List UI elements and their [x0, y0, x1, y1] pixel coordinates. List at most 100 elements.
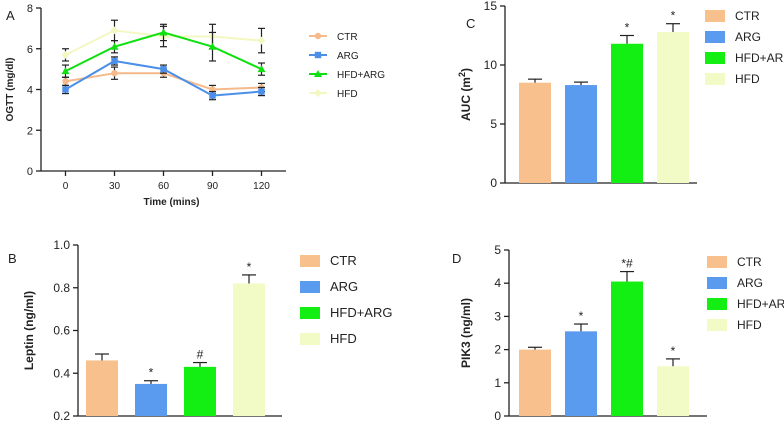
legend-label: ARG [330, 279, 358, 294]
data-point [62, 78, 69, 85]
x-tick-label: 30 [109, 181, 121, 192]
legend-swatch-hfd-arg [300, 307, 320, 319]
significance-label: # [197, 348, 204, 362]
legend-label: CTR [330, 253, 357, 268]
y-axis-title: Leptin (ng/ml) [22, 291, 36, 370]
bar-ctr [519, 349, 551, 416]
panel-c-auc-bar-chart: C 0 5 10 15 AUC (m2) * * CTR ARG HFD+ARG HFD [457, 0, 784, 190]
significance-label: * [247, 260, 252, 274]
legend-label: ARG [737, 276, 763, 290]
legend-label: HFD [330, 331, 357, 346]
y-tick-label: 3 [494, 309, 501, 323]
legend-swatch-arg [705, 31, 725, 43]
legend-label: HFD+ARG [735, 51, 784, 65]
legend-swatch-hfd [705, 73, 725, 85]
legend-label: HFD+ARG [337, 70, 385, 81]
data-point [209, 92, 216, 99]
bar-hfd-arg [611, 43, 643, 184]
significance-label: *# [621, 257, 633, 271]
y-tick-label: 0.4 [53, 366, 70, 380]
data-point [110, 26, 119, 35]
legend-swatch-ctr [300, 255, 320, 267]
legend-swatch-ctr [705, 10, 725, 22]
legend-swatch-arg [300, 281, 320, 293]
panel-label: C [466, 16, 475, 31]
legend-marker-ctr [314, 32, 322, 40]
y-tick-label: 0 [490, 176, 497, 190]
y-tick-label: 10 [484, 58, 498, 72]
y-tick-label: 0.2 [53, 409, 70, 421]
legend-swatch-hfd [300, 333, 320, 345]
y-tick-label: 0.6 [53, 324, 70, 338]
bar-ctr [519, 82, 551, 183]
y-axis-title: AUC (m2) [457, 68, 473, 121]
data-point [111, 70, 118, 77]
bar-hfd-arg [184, 366, 216, 416]
y-tick-label: 4 [27, 85, 33, 97]
y-tick-label: 2 [27, 125, 33, 137]
legend-label: HFD [735, 72, 760, 86]
legend-label: CTR [735, 9, 760, 23]
y-tick-label: 6 [27, 44, 33, 56]
series-arg [62, 56, 265, 101]
legend-panel-d: CTR ARG HFD+ARG HFD [707, 255, 784, 332]
bar-hfd [233, 283, 265, 416]
legend-panel-a: CTR ARG HFD+ARG HFD [309, 32, 385, 100]
legend-panel-b: CTR ARG HFD+ARG HFD [300, 253, 392, 346]
panel-label: D [452, 251, 461, 266]
legend-swatch-hfd [707, 319, 727, 331]
data-point [257, 65, 266, 73]
legend-label: HFD [737, 318, 762, 332]
x-tick-label: 120 [253, 181, 270, 192]
legend-marker-hfd [314, 89, 322, 97]
y-tick-label: 8 [27, 3, 33, 15]
bar-arg [135, 383, 167, 416]
legend-label: HFD+ARG [737, 297, 784, 311]
data-point [160, 65, 167, 73]
y-axis-title: PIK3 (ng/ml) [459, 298, 473, 368]
bar-arg [565, 331, 597, 416]
significance-label: * [671, 9, 676, 23]
legend-label: ARG [337, 51, 359, 62]
x-tick-label: 90 [207, 181, 219, 192]
legend-label: CTR [737, 255, 762, 269]
data-point [62, 86, 69, 93]
legend-swatch-arg [707, 277, 727, 289]
panel-label: A [6, 8, 15, 23]
significance-label: * [625, 21, 630, 35]
panel-d-pik3-bar-chart: D 0 1 2 3 4 5 PIK3 (ng/ml) * *# * CTR ARG HFD+ARG HFD [452, 243, 784, 421]
data-point [61, 67, 70, 75]
x-tick-label: 60 [158, 181, 170, 192]
data-point [257, 36, 266, 45]
significance-label: * [149, 366, 154, 380]
y-tick-label: 1 [494, 376, 501, 390]
y-tick-label: 1.0 [53, 238, 70, 252]
legend-swatch-hfd-arg [705, 52, 725, 64]
y-tick-label: 4 [494, 276, 501, 290]
y-tick-label: 2 [494, 343, 501, 357]
bar-hfd-arg [611, 281, 643, 416]
legend-label: CTR [337, 32, 358, 43]
y-tick-label: 5 [490, 117, 497, 131]
data-point [110, 42, 119, 50]
legend-label: HFD+ARG [330, 305, 392, 320]
data-point [208, 42, 217, 50]
panel-label: B [8, 251, 17, 266]
bar-hfd [657, 366, 689, 416]
data-point [258, 88, 265, 95]
x-tick-label: 0 [63, 181, 69, 192]
panel-b-leptin-bar-chart: B 0.2 0.4 0.6 0.8 1.0 Leptin (ng/ml) * # * CTR ARG H… [8, 238, 392, 421]
data-point [159, 28, 168, 36]
y-tick-label: 0.8 [53, 281, 70, 295]
y-tick-label: 15 [484, 0, 498, 13]
legend-panel-c: CTR ARG HFD+ARG HFD [705, 9, 784, 86]
legend-swatch-ctr [707, 256, 727, 268]
x-axis-title: Time (mins) [144, 197, 200, 208]
significance-label: * [579, 309, 584, 323]
legend-label: ARG [735, 30, 761, 44]
significance-label: * [671, 344, 676, 358]
bar-arg [565, 85, 597, 183]
series-hfd-arg [61, 23, 266, 78]
legend-label: HFD [337, 89, 358, 100]
